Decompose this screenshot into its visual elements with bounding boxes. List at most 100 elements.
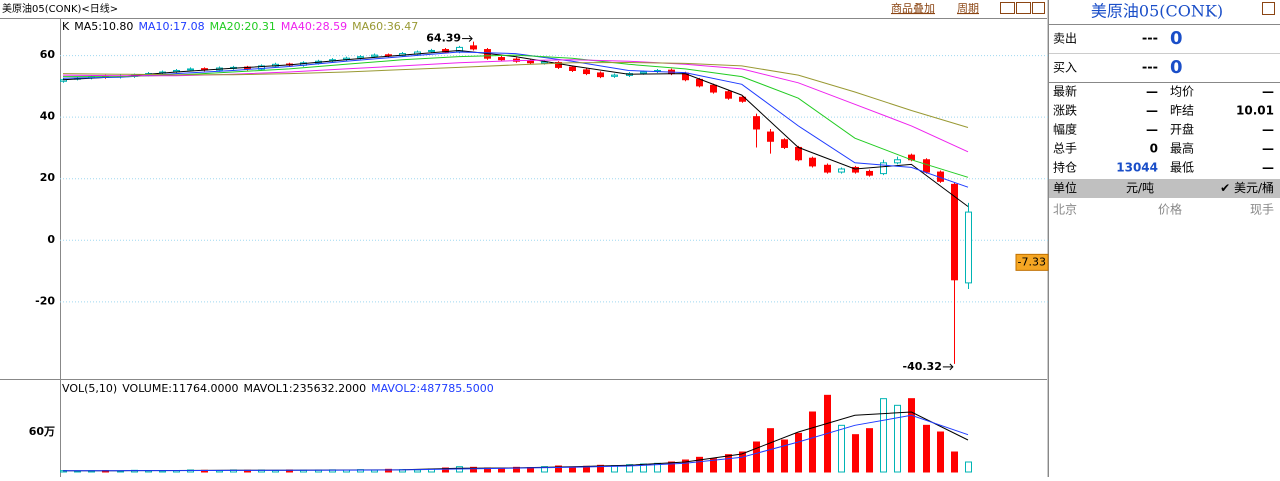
extreme-label: 64.39 [426,32,461,45]
candle-body [696,78,703,87]
quote-value: — [1262,123,1274,137]
candle-body [725,91,732,99]
volume-bar [908,398,915,473]
quote-value: 0 [1150,142,1158,156]
quote-value: — [1262,142,1274,156]
buy-price: --- [1142,61,1158,76]
candle-body [838,168,845,173]
candle-body [965,211,972,284]
column-header: 北京 [1053,203,1077,217]
volume-bar [923,424,930,473]
ma-line [62,61,969,128]
candle-body [951,183,958,281]
volume-bar [880,398,887,473]
legend-entry: MAVOL1:235632.2000 [243,382,366,395]
candle-body [739,96,746,102]
quote-label: 最高 [1170,141,1194,156]
candle-body [569,66,576,71]
volume-bar [739,451,746,473]
quote-label: 幅度 [1053,122,1077,137]
ma-line [63,54,969,178]
volume-bar [442,467,449,473]
quote-grid: 最新 — 均价 — 涨跌 — 昨结 10.01 幅度 — 开盘 — 总手 0 最高 — 持仓 13044 最低 — [1053,84,1274,175]
candle-body [781,139,788,148]
volume-bar [725,454,732,473]
icon-button[interactable] [1032,2,1045,14]
column-header: 价格 [1158,202,1182,217]
candle-body [357,56,364,59]
last-price-label: -7.33 [1018,255,1046,268]
volume-bar [541,466,548,473]
volume-bar [937,431,944,473]
candle-body [597,72,604,78]
icon-button[interactable] [1000,2,1015,14]
quote-value: 13044 [1116,161,1158,175]
volume-bar [414,469,421,473]
candle-body [710,84,717,93]
candle-body [258,65,265,70]
extreme-arrowhead [949,363,954,371]
candle-body [866,170,873,176]
sell-price: --- [1142,32,1158,47]
period-button[interactable]: 周期 [957,2,979,15]
legend-entry: MA60:36.47 [352,20,418,33]
legend-entry: MA5:10.80 [74,20,133,33]
volume-bar [965,461,972,473]
volume-bar [838,424,845,473]
candle-body [187,68,194,71]
unit-option[interactable]: 元/吨 [1126,181,1154,195]
volume-bar [597,464,604,473]
icon-button[interactable] [1016,2,1031,14]
volume-bar [753,441,760,473]
y-tick-label: 0 [47,233,55,246]
candle-body [640,71,647,74]
candle-body [498,57,505,61]
quote-label: 总手 [1053,142,1077,156]
quote-label: 昨结 [1170,104,1194,118]
mavol-line [63,414,969,472]
legend-entry: VOL(5,10) [62,382,117,395]
candle-body [753,116,760,130]
ma-line [62,49,969,207]
chart-title: 美原油05(CONK)<日线> [2,2,118,15]
volume-bar [866,428,873,473]
legend-entry: MA10:17.08 [138,20,204,33]
quote-value: — [1146,104,1158,118]
sell-label: 卖出 [1053,32,1077,46]
quote-value: — [1262,161,1274,175]
quote-value: 10.01 [1236,104,1274,118]
legend-entry: MAVOL2:487785.5000 [371,382,494,395]
candle-body [852,166,859,173]
y-tick-label: 40 [40,110,56,123]
candle-body [555,61,562,68]
buy-label: 买入 [1053,61,1077,75]
volume-bar [626,464,633,473]
column-header: 现手 [1250,203,1274,217]
quote-value: — [1146,123,1158,137]
quote-label: 最新 [1053,84,1077,99]
volume-bar [470,466,477,473]
volume-bar [498,467,505,473]
candle-body [527,60,534,64]
unit-row [1049,179,1280,198]
last-price-tag [1015,253,1049,271]
volume-bar [852,434,859,473]
sell-volume: 0 [1170,28,1183,49]
candle-body [894,159,901,164]
candle-body [923,159,930,173]
volume-bar [668,461,675,473]
candle-body [428,49,435,52]
y-tick-label: 20 [40,171,56,184]
unit-option[interactable]: ✔ 美元/桶 [1220,180,1274,195]
quote-label: 最低 [1170,161,1194,175]
candle-body [809,157,816,167]
candle-body [880,162,887,175]
overlay-button[interactable]: 商品叠加 [891,1,935,15]
candle-body [767,131,774,142]
quote-label: 持仓 [1053,160,1077,175]
volume-bar [513,466,520,473]
extreme-arrowhead [468,35,473,42]
side-icon[interactable] [1262,2,1275,15]
